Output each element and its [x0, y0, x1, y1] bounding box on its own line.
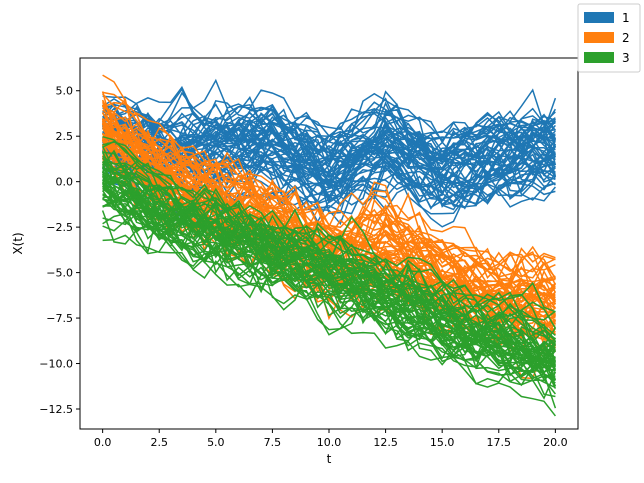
series-1-trajectory	[102, 111, 556, 189]
legend-swatch-2	[584, 32, 614, 43]
x-tick-label: 2.5	[150, 436, 168, 449]
legend-label-1: 1	[622, 11, 630, 25]
plot-area	[101, 74, 557, 417]
legend-swatch-1	[584, 12, 614, 23]
series-2-trajectory	[101, 118, 556, 309]
y-axis-label: X(t)	[11, 232, 25, 254]
x-tick-label: 12.5	[373, 436, 398, 449]
y-tick-label: −7.5	[46, 312, 73, 325]
series-3-trajectory	[102, 135, 556, 319]
series-2-trajectory	[102, 139, 557, 334]
y-tick-label: 0.0	[56, 176, 74, 189]
legend: 1 2 3	[577, 3, 641, 73]
series-1-trajectory	[102, 137, 557, 206]
series-3	[101, 135, 557, 417]
series-3-trajectory	[101, 150, 556, 347]
legend-label-3: 3	[622, 51, 630, 65]
series-2-trajectory	[101, 101, 556, 299]
series-3-trajectory	[101, 145, 556, 369]
series-1-trajectory	[102, 97, 557, 174]
x-tick-label: 10.0	[317, 436, 342, 449]
x-tick-label: 20.0	[543, 436, 568, 449]
x-axis: 0.0 2.5 5.0 7.5 10.0 12.5 15.0 17.5 20.0	[94, 429, 568, 449]
series-3-trajectory	[102, 209, 556, 367]
x-tick-label: 7.5	[264, 436, 282, 449]
series-3-trajectory	[102, 157, 556, 352]
legend-swatch-3	[584, 52, 614, 63]
series-2-trajectory	[102, 101, 556, 281]
series-3-trajectory	[102, 175, 557, 363]
x-tick-label: 15.0	[430, 436, 455, 449]
x-tick-label: 17.5	[487, 436, 512, 449]
y-tick-label: −10.0	[39, 358, 73, 371]
y-tick-label: 5.0	[56, 85, 74, 98]
series-3-trajectory	[102, 234, 556, 417]
series-1-trajectory	[102, 87, 557, 167]
y-tick-label: 2.5	[56, 130, 74, 143]
x-tick-label: 0.0	[94, 436, 112, 449]
x-axis-label: t	[327, 452, 332, 466]
x-tick-label: 5.0	[207, 436, 225, 449]
series-3-trajectory	[102, 206, 556, 386]
series-1-trajectory	[102, 78, 557, 162]
y-tick-label: −2.5	[46, 221, 73, 234]
legend-label-2: 2	[622, 31, 630, 45]
y-axis: 5.0 2.5 0.0 −2.5 −5.0 −7.5 −10.0 −12.5	[39, 85, 80, 416]
y-tick-label: −12.5	[39, 403, 73, 416]
y-tick-label: −5.0	[46, 267, 73, 280]
